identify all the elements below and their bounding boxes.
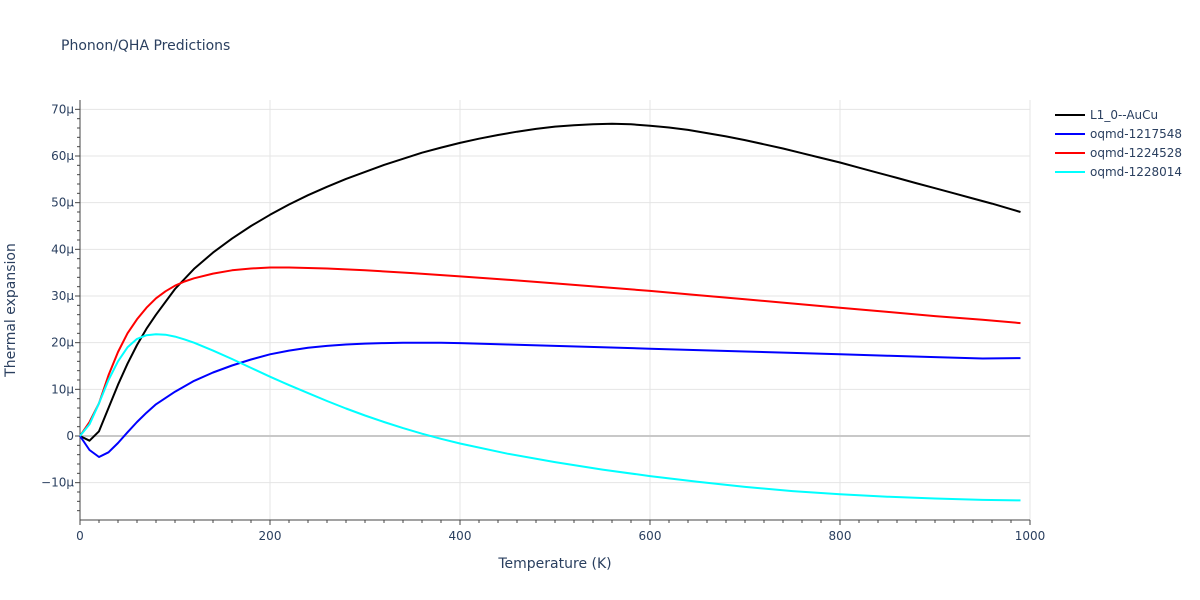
legend-item[interactable]: oqmd-1224528 (1055, 146, 1182, 160)
y-tick-label: 10μ (51, 382, 74, 396)
y-tick-label: 40μ (51, 242, 74, 256)
x-tick-label: 400 (449, 529, 472, 543)
legend-item[interactable]: L1_0--AuCu (1055, 108, 1158, 122)
x-tick-label: 1000 (1015, 529, 1046, 543)
y-tick-label: 20μ (51, 336, 74, 350)
x-tick-label: 800 (829, 529, 852, 543)
series-line-oqmd-1217548 (79, 341, 1021, 458)
grid (80, 100, 1031, 520)
legend-label: oqmd-1228014 (1090, 165, 1182, 179)
axes (79, 100, 1030, 521)
legend-label: oqmd-1224528 (1090, 146, 1182, 160)
legend-item[interactable]: oqmd-1217548 (1055, 127, 1182, 141)
y-tick-label: −10μ (41, 476, 74, 490)
y-tick-label: 70μ (51, 102, 74, 116)
legend-item[interactable]: oqmd-1228014 (1055, 165, 1182, 179)
series-line-oqmd-1228014 (79, 333, 1021, 502)
series-line-oqmd-1224528 (79, 266, 1021, 437)
y-axis-title: Thermal expansion (3, 243, 19, 378)
series-line-L1_0--AuCu (79, 122, 1021, 442)
x-tick-label: 600 (639, 529, 662, 543)
legend[interactable]: L1_0--AuCu oqmd-1217548 oqmd-1224528 oqmd-1… (1055, 108, 1182, 179)
x-tick-label: 0 (76, 529, 84, 543)
series-lines (79, 122, 1021, 502)
y-tick-label: 0 (66, 429, 74, 443)
y-tick-label: 50μ (51, 196, 74, 210)
y-tick-label: 60μ (51, 149, 74, 163)
x-axis-ticks: 0 200 400 600 800 1000 (76, 520, 1045, 543)
y-axis-ticks: −10μ 0 10μ 20μ 30μ 40μ 50μ 60μ 70μ (41, 102, 80, 512)
y-tick-label: 30μ (51, 289, 74, 303)
legend-label: L1_0--AuCu (1090, 108, 1158, 122)
x-axis-title: Temperature (K) (497, 556, 611, 572)
legend-label: oqmd-1217548 (1090, 127, 1182, 141)
x-tick-label: 200 (259, 529, 282, 543)
chart-title: Phonon/QHA Predictions (61, 38, 230, 54)
